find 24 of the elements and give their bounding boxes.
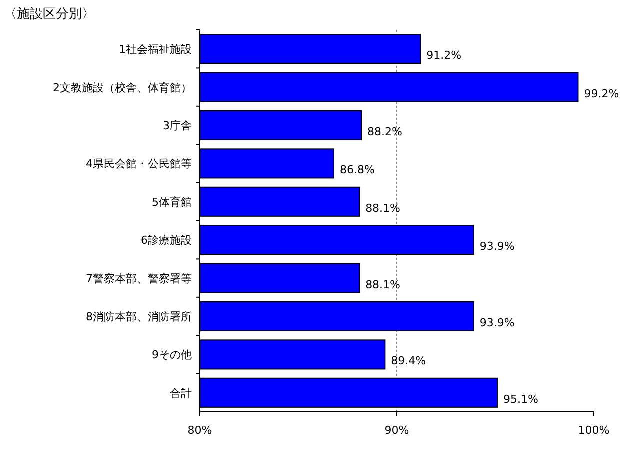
x-tick-label: 80% — [188, 424, 212, 437]
data-label: 86.8% — [340, 164, 375, 177]
x-tick-label: 100% — [578, 424, 610, 437]
data-label: 93.9% — [480, 240, 515, 254]
y-tick-label: 1社会福祉施設 — [119, 43, 192, 56]
data-label: 89.4% — [391, 354, 426, 368]
text: 〈施設区分別〉 — [4, 7, 95, 22]
y-tick-label: 6診療施設 — [141, 234, 192, 248]
y-tick-label: 7警察本部、警察署等 — [86, 272, 192, 286]
data-label: 88.1% — [366, 278, 401, 292]
y-tick-label: 4県民会館・公民館等 — [86, 158, 192, 171]
x-tick-label: 90% — [384, 424, 410, 437]
y-tick-label: 8消防本部、消防署所 — [86, 310, 192, 324]
y-tick-label: 合計 — [170, 386, 192, 400]
y-tick-label: 5体育館 — [152, 196, 192, 209]
y-tick-label: 2文教施設（校舎、体育館） — [53, 81, 192, 94]
y-tick-label: 3庁舎 — [163, 120, 192, 132]
data-label: 95.1% — [503, 392, 538, 406]
data-label: 93.9% — [480, 316, 515, 330]
data-label: 99.2% — [584, 87, 620, 100]
data-label: 88.1% — [366, 202, 401, 215]
y-tick-label: 9その他 — [152, 348, 192, 362]
data-label: 91.2% — [426, 49, 462, 62]
data-label: 88.2% — [368, 126, 402, 138]
